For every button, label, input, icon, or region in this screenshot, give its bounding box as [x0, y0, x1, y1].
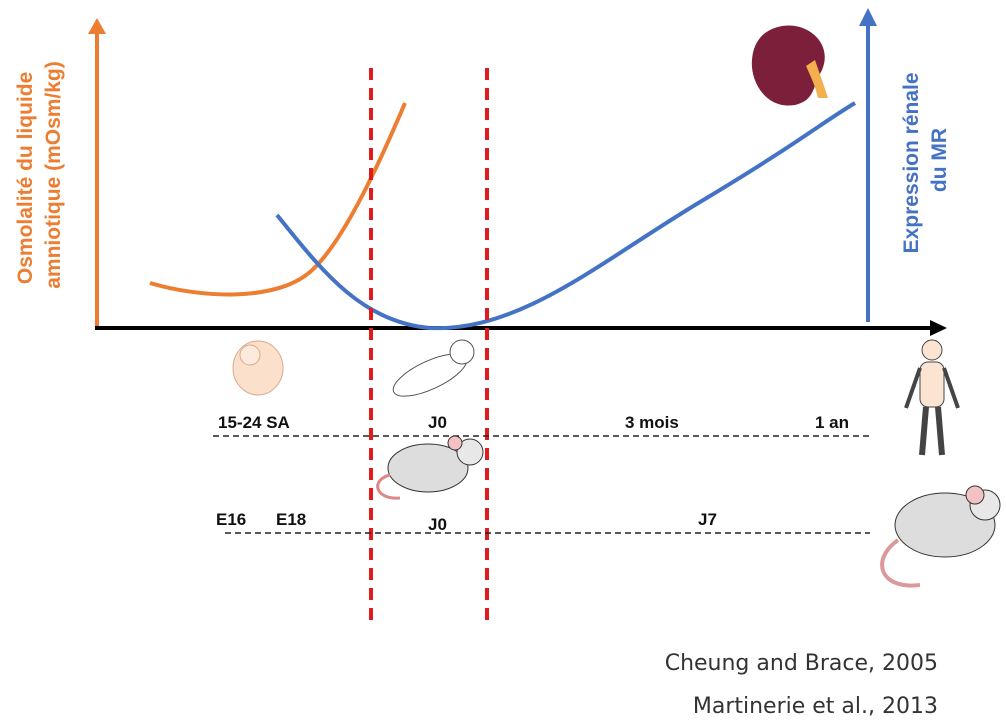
- timeline-label: 15-24 SA: [218, 413, 290, 432]
- timeline-label: E18: [276, 510, 306, 529]
- citation: Cheung and Brace, 2005: [665, 651, 938, 676]
- baby-icon: [392, 339, 475, 397]
- embryo-icon: [232, 340, 284, 396]
- adult-mouse-icon: [880, 485, 1001, 588]
- osmolality-label: Osmolalité du liquide amniotique (mOsm/k…: [14, 61, 65, 289]
- expression-label: Expression rénale du MR: [900, 67, 951, 254]
- timeline-label: E16: [216, 510, 246, 529]
- timeline-label: J0: [428, 515, 447, 534]
- timeline-label: J0: [428, 413, 447, 432]
- timeline-label: J7: [698, 510, 717, 529]
- kidney-icon: [751, 25, 828, 106]
- label-line: amniotique (mOsm/kg): [42, 61, 65, 289]
- osmolality-curve: [149, 102, 407, 297]
- osmolality-arrowhead: [88, 18, 106, 34]
- expression-arrowhead: [859, 8, 877, 26]
- citation: Martinerie et al., 2013: [693, 694, 938, 719]
- mouse-icon: [376, 435, 484, 500]
- expression-curve: [275, 101, 857, 331]
- human-icon: [904, 339, 960, 456]
- label-line: Expression rénale: [900, 72, 923, 253]
- label-line: du MR: [928, 128, 951, 192]
- timeline-label: 1 an: [815, 413, 849, 432]
- label-line: Osmolalité du liquide: [14, 72, 37, 284]
- timeline-label: 3 mois: [625, 413, 679, 432]
- time-arrowhead: [930, 320, 947, 336]
